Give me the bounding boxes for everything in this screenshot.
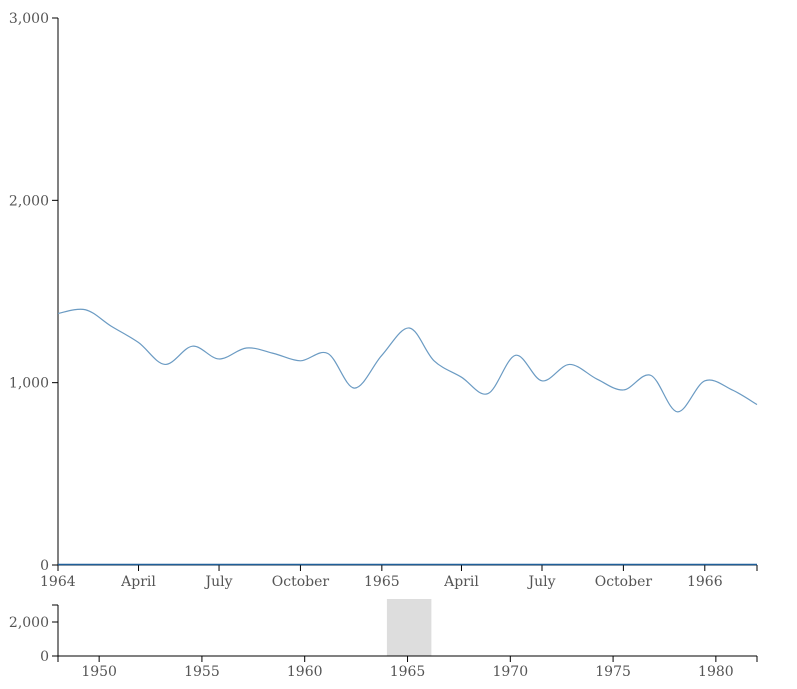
overview-x-tick-label: 1965 [390, 664, 426, 680]
y-tick-label: 0 [40, 558, 49, 574]
x-tick-label: April [443, 574, 479, 590]
x-tick-label: 1964 [40, 574, 76, 590]
overview-y-tick-label: 0 [40, 649, 49, 665]
y-tick-label: 1,000 [9, 376, 49, 392]
overview-y-tick-label: 2,000 [9, 615, 49, 631]
x-tick-label: April [120, 574, 156, 590]
overview-x-tick-label: 1950 [81, 664, 117, 680]
series-line [57, 308, 758, 413]
x-tick-label: July [204, 574, 233, 590]
x-tick-label: October [595, 574, 653, 590]
brush-selection[interactable] [386, 599, 432, 656]
overview-x-tick-label: 1975 [595, 664, 631, 680]
overview-chart[interactable]: 0 2,000 1950 1955 1960 1965 1970 1975 1980 [9, 599, 758, 680]
main-chart: 0 1,000 2,000 3,000 1964 April July October 1965… [9, 11, 758, 590]
y-tick-label: 3,000 [9, 11, 49, 27]
overview-x-tick-label: 1980 [698, 664, 734, 680]
overview-x-tick-label: 1955 [184, 664, 220, 680]
overview-x-tick-label: 1960 [287, 664, 323, 680]
x-tick-label: October [272, 574, 330, 590]
overview-x-tick-label: 1970 [492, 664, 528, 680]
x-tick-label: 1966 [687, 574, 723, 590]
y-tick-label: 2,000 [9, 193, 49, 209]
x-tick-label: 1965 [364, 574, 400, 590]
x-tick-label: July [526, 574, 555, 590]
